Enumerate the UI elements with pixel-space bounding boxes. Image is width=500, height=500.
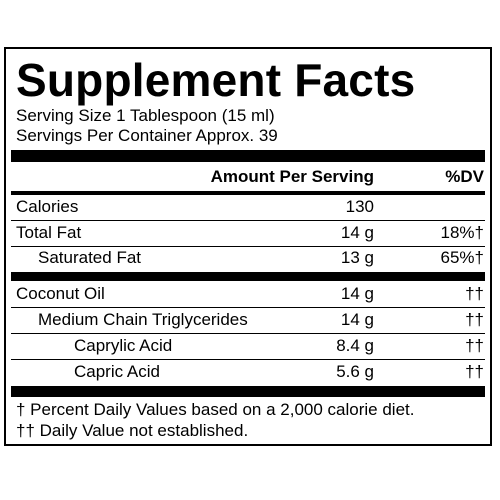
row-rule (11, 333, 485, 334)
row-name-calories: Calories (16, 197, 79, 216)
row-amount-caprylic-acid: 8.4 g (336, 336, 374, 355)
row-amount-capric-acid: 5.6 g (336, 362, 374, 381)
header-dv: %DV (445, 167, 484, 186)
supplement-facts-panel (4, 47, 492, 446)
row-rule (11, 307, 485, 308)
divider-under-header (11, 191, 485, 195)
row-name-total-fat: Total Fat (16, 223, 82, 242)
row-amount-mct: 14 g (340, 310, 374, 329)
row-dv-saturated-fat: 65%† (440, 248, 484, 267)
row-amount-calories: 130 (345, 197, 374, 216)
serving-size: Serving Size 1 Tablespoon (15 ml) (16, 106, 275, 125)
row-rule (11, 246, 485, 247)
row-name-caprylic-acid: Caprylic Acid (74, 336, 173, 355)
row-amount-coconut-oil: 14 g (340, 284, 374, 303)
row-name-coconut-oil: Coconut Oil (16, 284, 105, 303)
header-amount: Amount Per Serving (210, 167, 374, 186)
footnote-dv-not-established: †† Daily Value not established. (16, 421, 249, 440)
row-name-capric-acid: Capric Acid (74, 362, 160, 381)
row-amount-total-fat: 14 g (340, 223, 374, 242)
panel-title: Supplement Facts (16, 54, 416, 106)
row-dv-total-fat: 18%† (440, 223, 484, 242)
row-dv-coconut-oil: †† (465, 284, 484, 303)
row-amount-saturated-fat: 13 g (340, 248, 374, 267)
row-dv-capric-acid: †† (465, 362, 484, 381)
thick-divider-top (11, 150, 485, 162)
footnote-percent-dv: † Percent Daily Values based on a 2,000 … (16, 400, 415, 419)
row-name-mct: Medium Chain Triglycerides (38, 310, 248, 329)
servings-per-container: Servings Per Container Approx. 39 (16, 126, 278, 145)
row-rule (11, 220, 485, 221)
thick-divider-bottom (11, 386, 485, 397)
row-rule (11, 359, 485, 360)
row-dv-mct: †† (465, 310, 484, 329)
row-dv-caprylic-acid: †† (465, 336, 484, 355)
thick-divider-middle (11, 272, 485, 281)
row-name-saturated-fat: Saturated Fat (38, 248, 142, 267)
